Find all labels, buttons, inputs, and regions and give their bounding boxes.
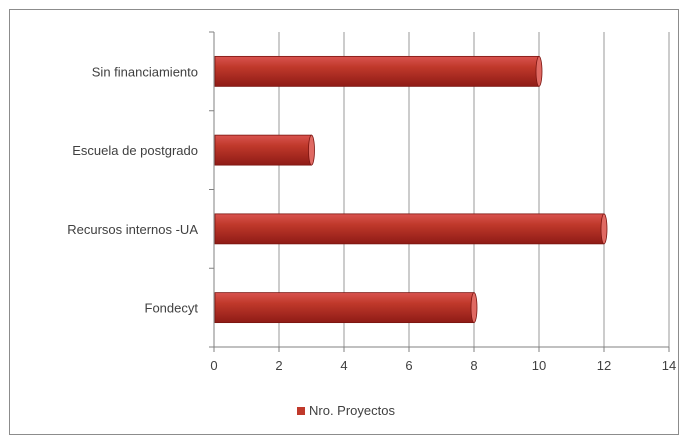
y-category-label: Sin financiamiento bbox=[92, 64, 198, 79]
legend-label: Nro. Proyectos bbox=[309, 403, 395, 418]
x-tick-label: 12 bbox=[597, 358, 611, 373]
legend-swatch bbox=[297, 407, 305, 415]
bar-recursos-internos-ua bbox=[214, 213, 605, 245]
x-tick-label: 4 bbox=[340, 358, 347, 373]
bar-end-cap bbox=[535, 55, 543, 87]
x-tick-label: 0 bbox=[210, 358, 217, 373]
bar-escuela-de-postgrado bbox=[214, 134, 312, 166]
bar-fondecyt bbox=[214, 292, 475, 324]
y-category-label: Fondecyt bbox=[145, 301, 199, 316]
x-tick-label: 14 bbox=[662, 358, 676, 373]
axes bbox=[209, 31, 670, 352]
labels: 0 2 4 6 8 10 12 14 Sin financiamiento Escuela de … bbox=[67, 64, 676, 373]
y-category-label: Recursos internos -UA bbox=[67, 222, 198, 237]
x-tick-label: 2 bbox=[275, 358, 282, 373]
bar-end-cap bbox=[600, 213, 608, 245]
bars bbox=[214, 55, 608, 324]
bar-end-cap bbox=[308, 134, 315, 166]
bar-sin-financiamiento bbox=[214, 55, 540, 87]
x-tick-label: 6 bbox=[405, 358, 412, 373]
x-tick-label: 10 bbox=[532, 358, 546, 373]
bar-end-cap bbox=[470, 292, 478, 324]
y-category-label: Escuela de postgrado bbox=[72, 143, 198, 158]
legend: Nro. Proyectos bbox=[297, 403, 395, 418]
x-tick-label: 8 bbox=[470, 358, 477, 373]
